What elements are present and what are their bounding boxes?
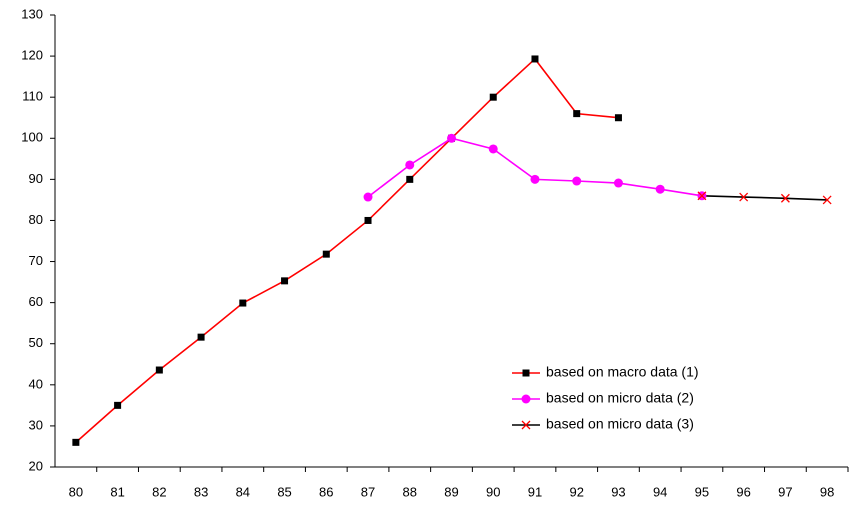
legend-label: based on micro data (3) <box>546 416 694 432</box>
marker <box>489 93 497 101</box>
x-tick-label: 94 <box>653 484 667 499</box>
y-tick-label: 90 <box>29 171 43 186</box>
marker <box>239 299 247 307</box>
series-line <box>367 137 703 198</box>
marker <box>655 184 665 194</box>
marker <box>697 191 707 201</box>
marker <box>155 366 163 374</box>
x-tick-label: 98 <box>820 484 834 499</box>
marker <box>364 216 372 224</box>
marker <box>281 277 289 285</box>
marker <box>447 133 456 143</box>
x-tick-label: 80 <box>69 484 83 499</box>
legend-label: based on macro data (1) <box>546 364 699 380</box>
marker <box>114 401 122 409</box>
x-tick-label: 81 <box>110 484 124 499</box>
legend-label: based on micro data (2) <box>546 390 694 406</box>
marker <box>197 333 205 341</box>
y-tick-label: 30 <box>29 417 43 432</box>
marker <box>72 438 80 446</box>
x-tick-label: 92 <box>569 484 583 499</box>
marker <box>822 195 832 205</box>
x-tick-label: 90 <box>486 484 500 499</box>
x-tick-label: 88 <box>403 484 417 499</box>
x-tick-label: 83 <box>194 484 208 499</box>
marker <box>488 144 498 154</box>
series-line <box>75 57 619 443</box>
marker <box>613 178 623 188</box>
marker <box>531 55 539 63</box>
y-tick-label: 20 <box>29 458 43 473</box>
y-tick-label: 110 <box>22 89 43 104</box>
x-tick-label: 87 <box>361 484 375 499</box>
y-tick-label: 130 <box>21 6 43 21</box>
marker <box>322 250 330 258</box>
y-tick-label: 40 <box>29 376 43 391</box>
y-tick-label: 80 <box>29 212 43 227</box>
y-tick-label: 60 <box>29 294 43 309</box>
marker <box>614 114 622 122</box>
y-tick-label: 70 <box>29 253 43 268</box>
marker <box>406 175 414 183</box>
y-tick-label: 50 <box>29 335 43 350</box>
legend-marker <box>522 369 530 377</box>
x-tick-label: 89 <box>444 484 458 499</box>
marker <box>572 176 582 186</box>
legend-marker <box>521 420 531 430</box>
marker <box>739 192 749 202</box>
marker <box>405 160 415 170</box>
x-tick-label: 84 <box>236 484 250 499</box>
x-tick-label: 97 <box>778 484 792 499</box>
legend: based on macro data (1) based on micro da… <box>512 364 699 432</box>
x-tick-label: 96 <box>736 484 750 499</box>
x-tick-label: 95 <box>695 484 709 499</box>
x-tick-label: 82 <box>152 484 166 499</box>
x-tick-label: 93 <box>611 484 625 499</box>
legend-marker <box>521 394 531 404</box>
y-tick-label: 100 <box>21 130 43 145</box>
marker <box>573 110 581 118</box>
marker <box>363 192 373 202</box>
series-line <box>701 195 828 201</box>
y-tick-label: 120 <box>21 48 43 63</box>
x-tick-label: 85 <box>277 484 291 499</box>
marker <box>780 193 790 203</box>
marker <box>530 174 540 184</box>
x-tick-label: 91 <box>528 484 542 499</box>
x-tick-label: 86 <box>319 484 333 499</box>
